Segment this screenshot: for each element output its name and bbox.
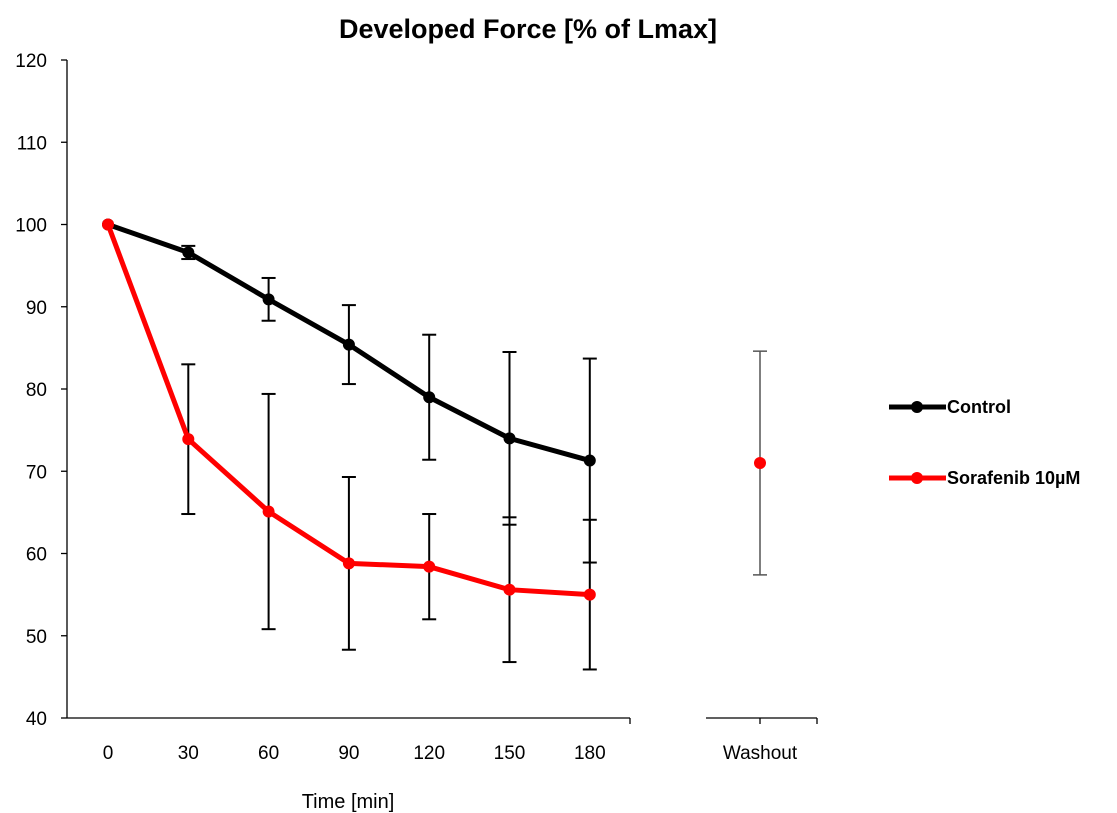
data-point-control — [503, 432, 516, 445]
x-axis-label: Time [min] — [302, 791, 395, 813]
y-tick-label: 50 — [26, 627, 47, 648]
data-point-sorafenib — [583, 588, 596, 601]
legend-control-marker — [911, 401, 923, 413]
y-tick-label: 100 — [15, 216, 47, 237]
data-point-sorafenib — [342, 557, 355, 570]
y-tick-label: 110 — [17, 133, 47, 154]
series-control — [102, 218, 597, 564]
axes — [66, 60, 818, 724]
y-ticks: 40 50 60 70 80 90 100 110 120 — [15, 51, 67, 730]
y-tick-label: 40 — [26, 709, 47, 730]
legend-sorafenib-label: Sorafenib 10µM — [947, 468, 1080, 488]
x-tick-label: 60 — [258, 743, 279, 764]
x-tick-label: 30 — [178, 743, 199, 764]
data-point-sorafenib — [182, 433, 195, 446]
legend-control-label: Control — [947, 397, 1011, 417]
y-tick-label: 70 — [26, 462, 47, 483]
legend-sorafenib-marker — [911, 472, 923, 484]
data-point-control — [583, 454, 596, 467]
data-point-control — [423, 391, 436, 404]
data-point-control — [262, 293, 275, 306]
series-sorafenib — [102, 218, 597, 671]
y-tick-label: 60 — [26, 545, 47, 566]
x-tick-label: 0 — [103, 743, 114, 764]
x-tick-label: 150 — [494, 743, 526, 764]
data-point-sorafenib — [503, 583, 516, 596]
legend: Control Sorafenib 10µM — [889, 397, 1080, 488]
data-point-sorafenib — [102, 218, 114, 231]
x-tick-label: 120 — [413, 743, 445, 764]
data-point-sorafenib — [262, 505, 275, 518]
washout-tick-label: Washout — [723, 743, 798, 764]
x-ticks: 0 30 60 90 120 150 180 — [103, 743, 606, 764]
y-tick-label: 120 — [15, 51, 47, 72]
x-tick-label: 180 — [574, 743, 606, 764]
washout-data-point — [754, 457, 766, 470]
washout-layer — [753, 350, 767, 724]
x-tick-label: 90 — [338, 743, 359, 764]
data-point-sorafenib — [423, 560, 436, 573]
y-tick-label: 80 — [26, 380, 47, 401]
chart-title: Developed Force [% of Lmax] — [339, 14, 717, 44]
series-layer — [102, 218, 597, 671]
data-point-control — [182, 246, 195, 259]
data-point-control — [342, 338, 355, 351]
y-tick-label: 90 — [26, 298, 47, 319]
